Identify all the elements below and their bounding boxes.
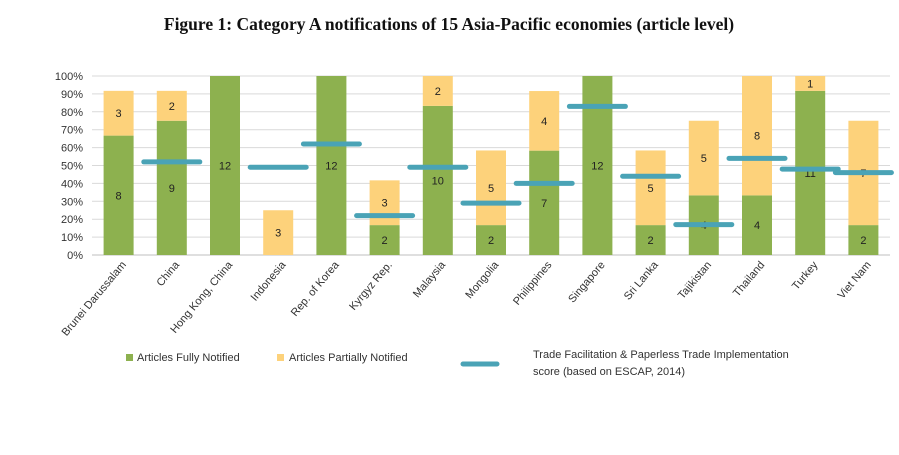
bar-fully-notified (635, 225, 666, 255)
y-tick-label: 20% (61, 214, 83, 226)
x-tick-label: Singapore (566, 259, 607, 305)
bar-fully-notified (848, 225, 879, 255)
y-tick-label: 10% (61, 232, 83, 244)
bar-label-fully: 4 (754, 220, 760, 232)
bar-label-partially: 3 (275, 228, 281, 240)
bar-label-fully: 9 (169, 183, 175, 195)
bar-label-fully: 2 (382, 235, 388, 247)
bar-partially-notified (156, 90, 187, 121)
bar-label-fully: 11 (804, 168, 815, 180)
x-tick-label: China (154, 259, 182, 289)
bar-label-fully: 2 (648, 235, 654, 247)
bar-partially-notified (742, 76, 772, 196)
y-tick-label: 40% (61, 178, 83, 190)
bar-label-fully: 12 (219, 161, 231, 173)
bar-label-fully: 2 (488, 235, 494, 247)
bar-fully-notified (316, 76, 347, 255)
bar-label-partially: 3 (382, 198, 388, 210)
x-tick-label: Malaysia (411, 259, 449, 301)
bar-label-fully: 8 (116, 190, 122, 202)
bar-partially-notified (422, 76, 453, 106)
bar-fully-notified (529, 150, 560, 255)
bar-fully-notified (742, 195, 772, 255)
bar-label-partially: 2 (435, 86, 441, 98)
x-tick-label: Thailand (731, 259, 767, 299)
y-tick-label: 60% (61, 143, 83, 155)
bar-label-fully: 10 (432, 175, 444, 187)
legend-swatch-fully (126, 354, 133, 361)
x-tick-label: Brunei Darussalam (60, 259, 129, 338)
bar-label-partially: 5 (648, 183, 654, 195)
x-tick-label: Tajikistan (676, 259, 714, 301)
bar-partially-notified (688, 120, 719, 196)
bar-fully-notified (210, 76, 240, 255)
bar-fully-notified (422, 105, 453, 255)
bar-label-fully: 12 (325, 161, 337, 173)
legend-swatch-partially (277, 354, 284, 361)
bar-fully-notified (795, 90, 826, 256)
legend-label-score-line1: Trade Facilitation & Paperless Trade Imp… (533, 349, 789, 361)
bar-label-partially: 3 (116, 108, 122, 120)
bar-label-fully: 12 (591, 161, 603, 173)
bar-partially-notified (795, 76, 826, 91)
bar-partially-notified (476, 150, 506, 226)
x-tick-label: Philippines (511, 259, 555, 308)
bar-partially-notified (635, 150, 666, 226)
legend-label-fully: Articles Fully Notified (137, 352, 240, 364)
y-tick-label: 100% (55, 71, 83, 83)
bar-label-fully: 2 (860, 235, 866, 247)
y-tick-label: 50% (61, 161, 83, 173)
bar-fully-notified (156, 120, 187, 255)
x-tick-label: Kyrgyz Rep. (347, 259, 395, 313)
x-tick-label: Sri Lanka (622, 259, 662, 303)
x-tick-label: Viet Nam (836, 259, 874, 301)
bar-label-partially: 8 (754, 131, 760, 143)
x-tick-label: Turkey (790, 259, 821, 293)
bar-partially-notified (103, 90, 134, 136)
bar-fully-notified (476, 225, 506, 255)
chart-title: Figure 1: Category A notifications of 15… (164, 14, 734, 34)
legend-label-partially: Articles Partially Notified (289, 352, 408, 364)
bar-partially-notified (529, 91, 560, 151)
bar-fully-notified (369, 225, 400, 255)
y-tick-label: 80% (61, 107, 83, 119)
x-tick-label: Indonesia (249, 259, 289, 304)
y-tick-label: 0% (67, 250, 83, 262)
legend-label-score-line2: score (based on ESCAP, 2014) (533, 366, 685, 378)
x-tick-label: Mongolia (463, 259, 501, 302)
bar-partially-notified (263, 210, 294, 255)
bar-label-fully: 7 (541, 198, 547, 210)
bar-label-partially: 4 (541, 116, 547, 128)
y-tick-label: 30% (61, 196, 83, 208)
bar-label-partially: 2 (169, 101, 175, 113)
x-tick-label: Rep. of Korea (289, 259, 342, 319)
bar-label-partially: 5 (488, 183, 494, 195)
bar-label-partially: 1 (807, 78, 813, 90)
bar-label-partially: 5 (701, 153, 707, 165)
y-tick-label: 70% (61, 125, 83, 137)
y-tick-label: 90% (61, 89, 83, 101)
bar-fully-notified (103, 135, 134, 255)
